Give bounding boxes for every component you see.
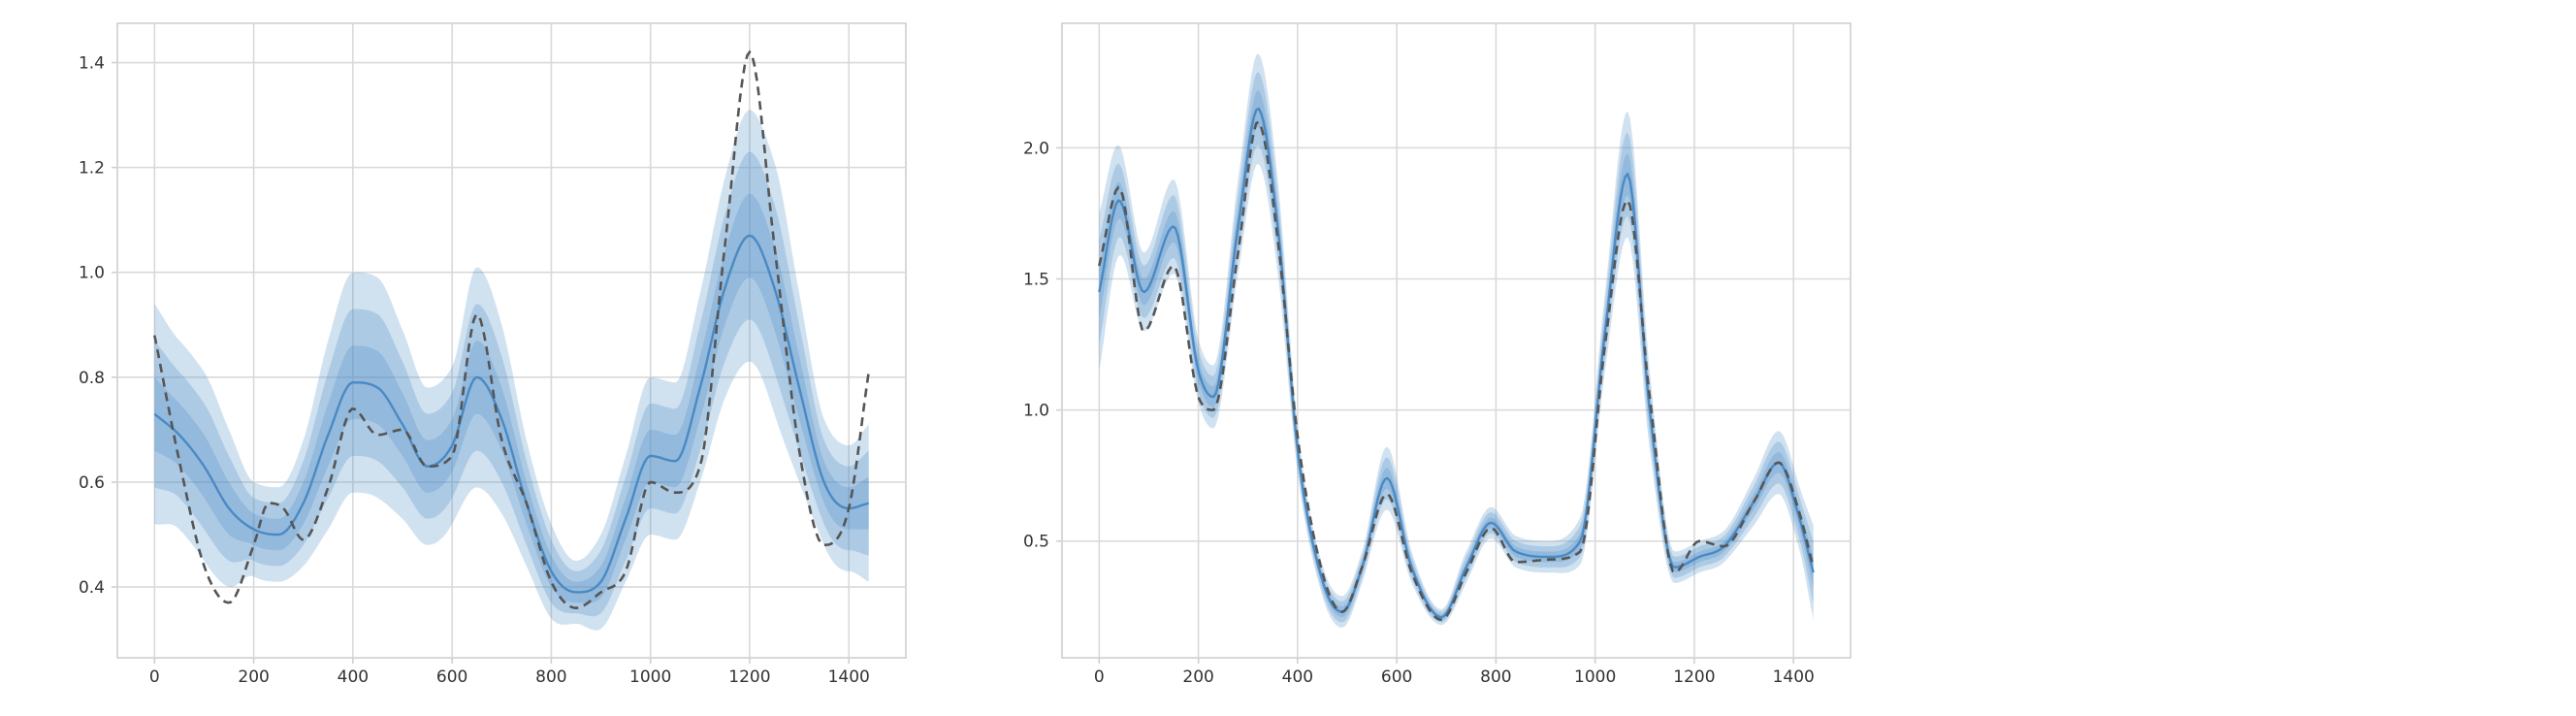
x-tick-label: 1000 xyxy=(629,667,671,687)
true-function-line xyxy=(1098,119,1815,622)
x-tick-label: 1200 xyxy=(728,667,770,687)
plot-content xyxy=(153,49,870,631)
y-tick-label: 1.5 xyxy=(1023,270,1049,289)
plot-area xyxy=(116,22,907,659)
x-tick-label: 0 xyxy=(1094,667,1105,687)
chart-left: 0 200 400 600 800 1000 1200 1400 0.4 0.6 0.8 1.0 1.2… xyxy=(79,22,907,687)
x-tick-label: 400 xyxy=(338,667,369,687)
y-tick-label: 0.5 xyxy=(1023,533,1049,552)
y-tick-label: 1.4 xyxy=(79,54,105,74)
confidence-band-3sd xyxy=(1099,53,1814,628)
x-tick-label: 1200 xyxy=(1673,667,1715,687)
y-tick-label: 0.6 xyxy=(79,473,105,493)
x-tick-label: 200 xyxy=(1182,667,1213,687)
x-tick-label: 800 xyxy=(1480,667,1511,687)
confidence-band-3sd xyxy=(154,110,869,631)
mean-line xyxy=(1098,107,1815,619)
x-tick-label: 200 xyxy=(238,667,269,687)
x-tick-label: 1000 xyxy=(1574,667,1616,687)
x-tick-label: 800 xyxy=(535,667,566,687)
plot-content xyxy=(1098,53,1815,628)
x-tick-label: 0 xyxy=(149,667,160,687)
y-tick-label: 1.0 xyxy=(79,264,105,283)
y-tick-label: 1.2 xyxy=(79,159,105,179)
chart-right: 0 200 400 600 800 1000 1200 1400 0.5 1.0 1.5 2.0 xyxy=(1023,22,1852,687)
y-tick-label: 0.4 xyxy=(79,578,105,598)
plot-area xyxy=(1061,22,1852,659)
mean-line xyxy=(153,234,870,594)
x-tick-label: 1400 xyxy=(1773,667,1815,687)
y-tick-label: 1.0 xyxy=(1023,402,1049,421)
y-tick-label: 2.0 xyxy=(1023,139,1049,158)
y-tick-label: 0.8 xyxy=(79,369,105,388)
x-tick-label: 1400 xyxy=(828,667,870,687)
x-tick-label: 600 xyxy=(436,667,467,687)
true-function-line xyxy=(153,49,870,610)
x-tick-label: 600 xyxy=(1381,667,1412,687)
confidence-band-2sd xyxy=(1099,72,1814,623)
x-tick-label: 400 xyxy=(1282,667,1313,687)
